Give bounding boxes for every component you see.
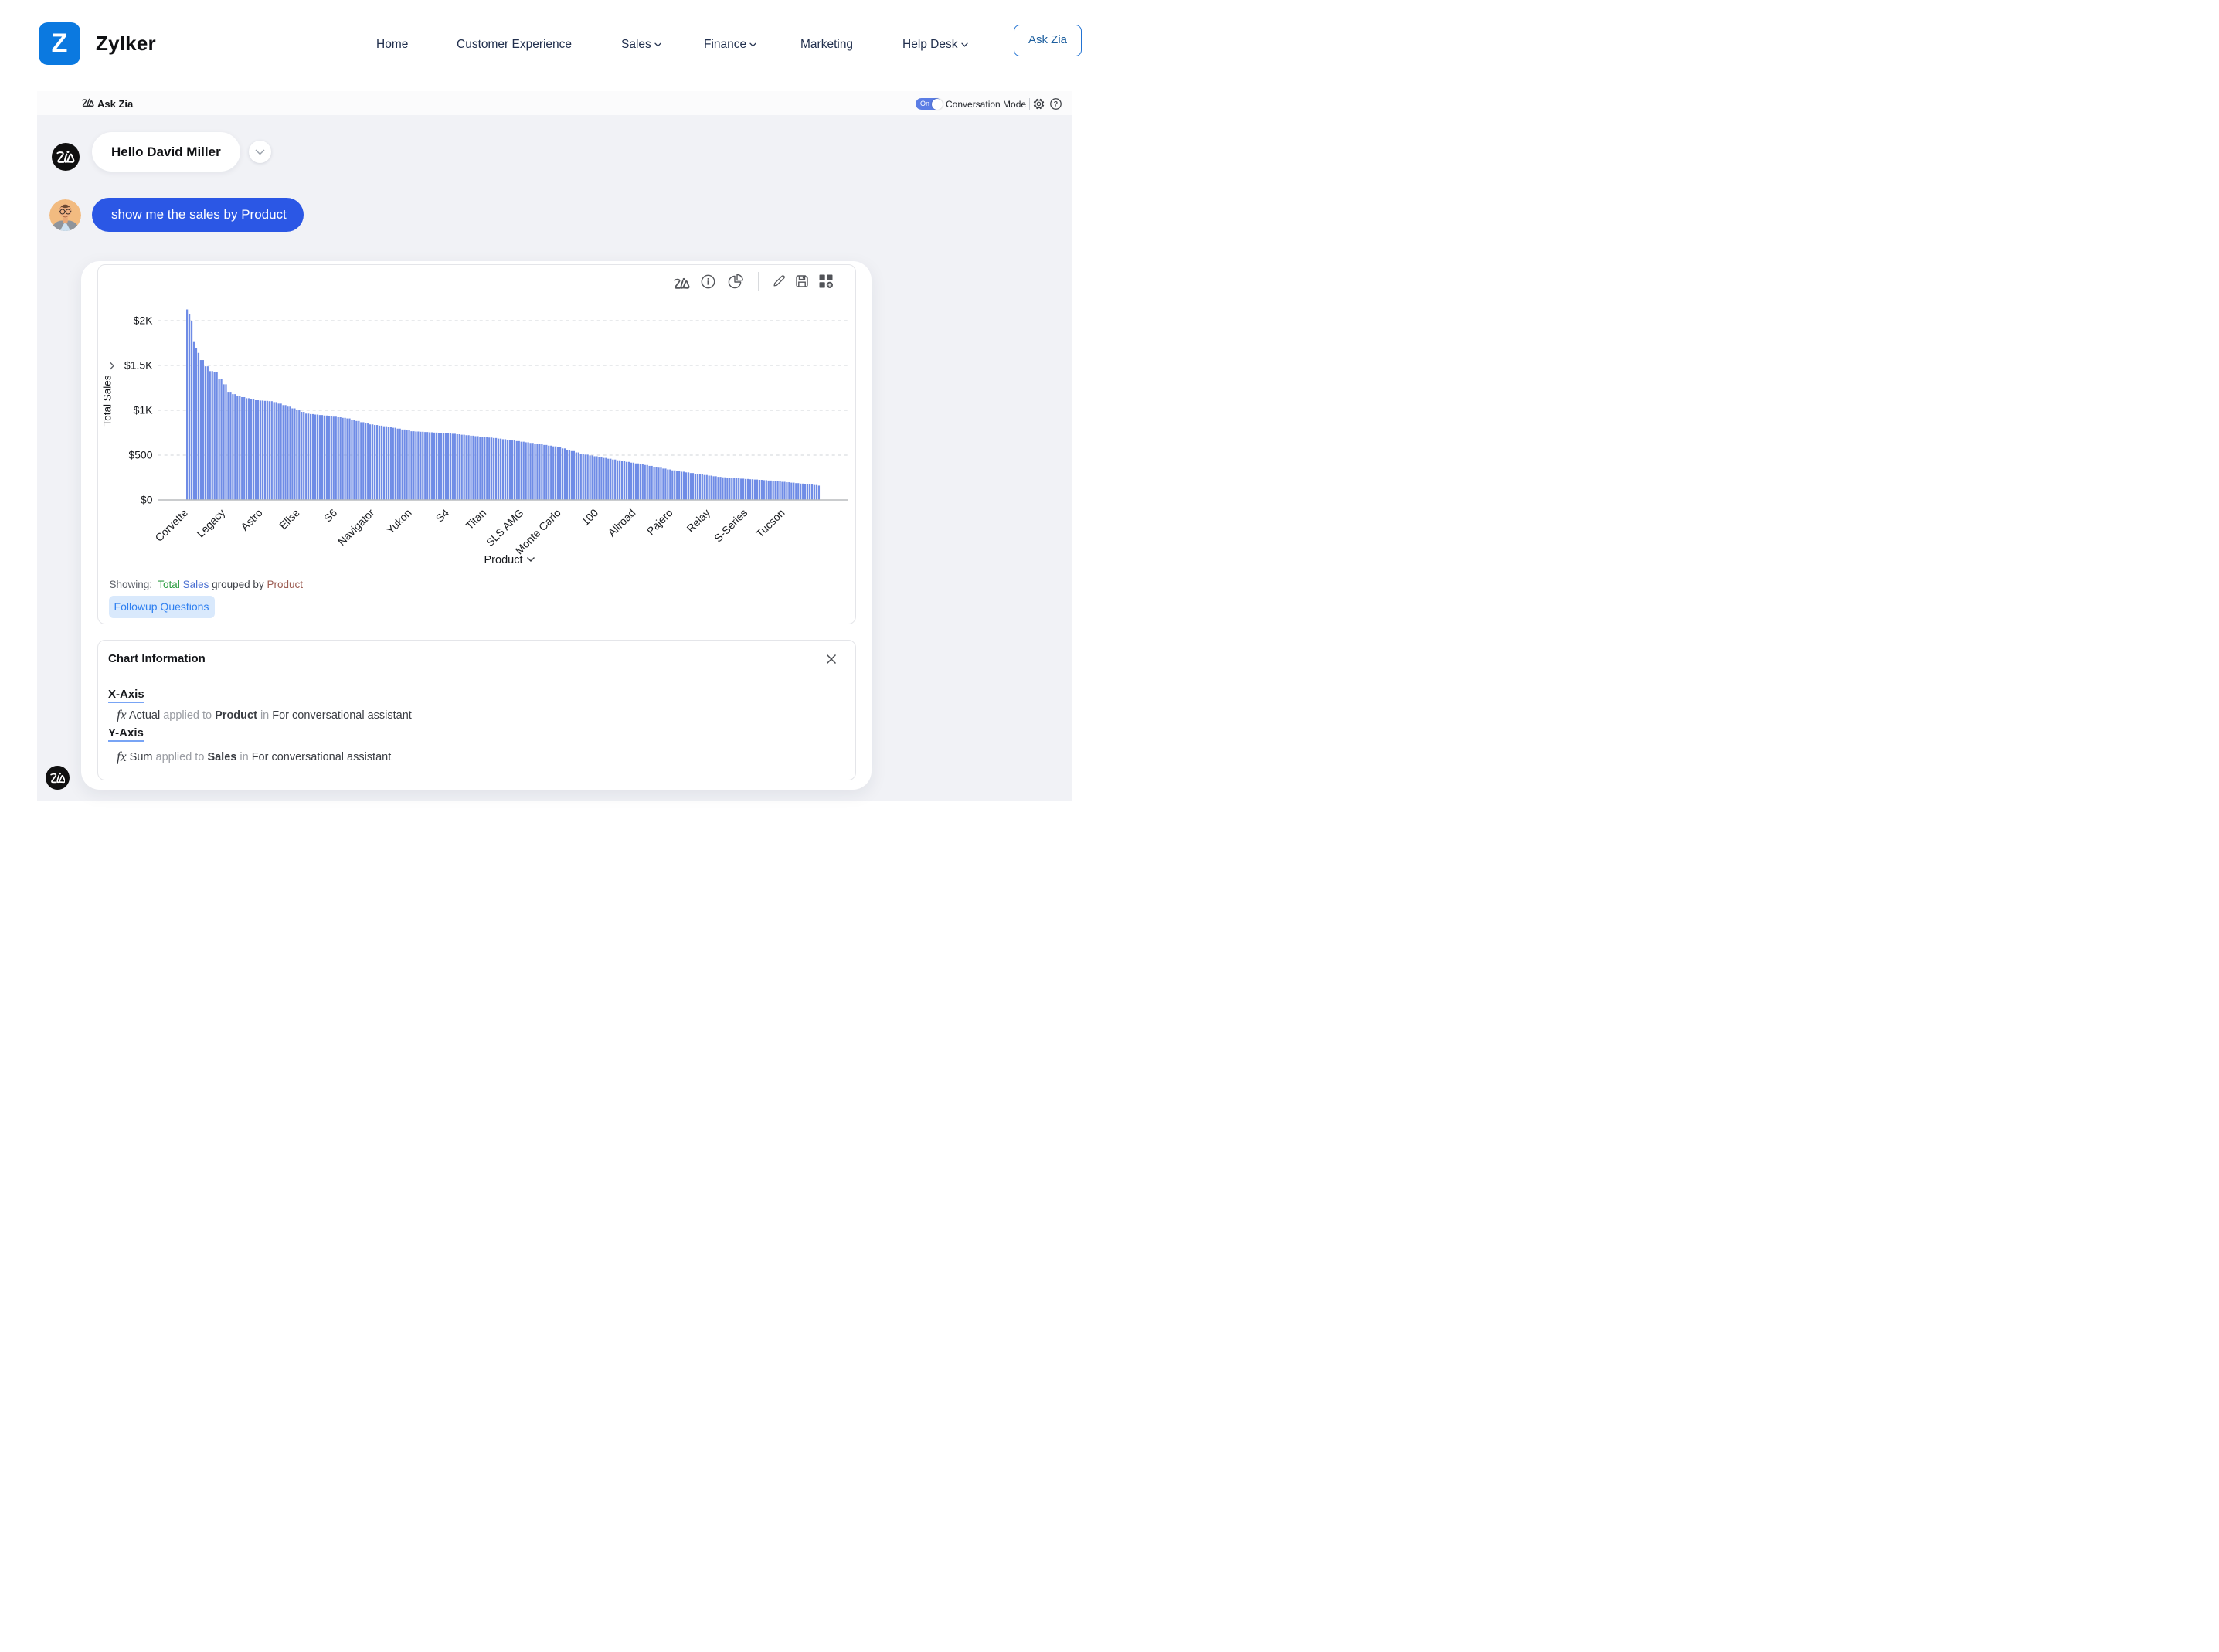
- svg-text:Elise: Elise: [277, 506, 302, 532]
- svg-text:S4: S4: [433, 506, 452, 525]
- svg-text:Corvette: Corvette: [152, 506, 190, 544]
- svg-text:Product: Product: [484, 554, 523, 566]
- svg-text:100: 100: [579, 506, 600, 528]
- svg-text:Tucson: Tucson: [753, 506, 787, 539]
- svg-text:Titan: Titan: [463, 506, 488, 532]
- svg-text:$0: $0: [141, 493, 153, 505]
- svg-text:$2K: $2K: [134, 314, 154, 326]
- svg-text:$1.5K: $1.5K: [124, 359, 153, 371]
- svg-text:$500: $500: [128, 448, 152, 461]
- svg-text:Legacy: Legacy: [194, 506, 227, 539]
- svg-text:Astro: Astro: [238, 506, 265, 533]
- svg-text:Allroad: Allroad: [605, 506, 637, 539]
- svg-text:S6: S6: [321, 506, 340, 525]
- svg-text:Total Sales: Total Sales: [102, 375, 114, 426]
- svg-text:Pajero: Pajero: [644, 506, 675, 537]
- svg-text:$1K: $1K: [134, 403, 154, 416]
- svg-text:Relay: Relay: [684, 506, 712, 535]
- svg-text:?: ?: [1054, 100, 1058, 108]
- svg-text:Navigator: Navigator: [335, 506, 377, 548]
- svg-text:S-Series: S-Series: [712, 506, 749, 544]
- svg-text:Yukon: Yukon: [384, 506, 414, 536]
